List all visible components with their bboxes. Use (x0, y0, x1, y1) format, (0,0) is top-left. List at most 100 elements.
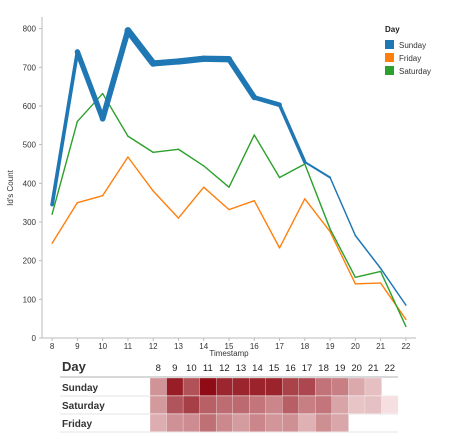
heatmap-cell (249, 413, 267, 432)
legend-label-sunday: Sunday (399, 41, 426, 50)
heatmap-cell (199, 413, 217, 432)
heatmap-hour-label: 22 (384, 363, 395, 374)
heatmap-cell (199, 395, 217, 414)
heatmap-cell (232, 413, 250, 432)
heatmap-cell (298, 395, 316, 414)
heatmap-row-label: Saturday (62, 401, 105, 412)
series-lines (50, 27, 407, 328)
heatmap-cell (364, 395, 382, 414)
heatmap-hour-label: 19 (335, 363, 346, 374)
series-segment-friday (127, 156, 154, 192)
heatmap-cell (215, 377, 234, 396)
x-tick-label: 19 (326, 342, 335, 351)
series-segment-friday (177, 186, 205, 219)
series-segment-saturday (278, 163, 306, 179)
heatmap-cell (249, 377, 267, 396)
heatmap-cell (381, 395, 399, 414)
heatmap-cell (232, 395, 250, 414)
series-segment-friday (203, 186, 230, 211)
series-segment-friday (329, 230, 357, 285)
series-segment-sunday (303, 161, 332, 179)
heatmap-cell (182, 395, 200, 414)
legend-swatch-sunday (385, 40, 394, 49)
x-tick-label: 22 (401, 342, 410, 351)
heatmap-cell (331, 413, 349, 432)
series-segment-friday (379, 282, 407, 321)
series-segment-saturday (203, 165, 230, 188)
heatmap-cell (265, 413, 283, 432)
series-segment-sunday (251, 95, 282, 108)
legend-title: Day (385, 25, 400, 34)
x-tick-label: 13 (174, 342, 183, 351)
heatmap-hour-label: 8 (156, 363, 161, 374)
x-tick-label: 14 (199, 342, 208, 351)
series-segment-saturday (379, 270, 407, 328)
y-tick-label: 200 (23, 257, 37, 266)
heatmap: Day 8 9 10 11 12 13 14 15 16 17 18 19 20 21 22 Sunday Sa… (60, 359, 399, 433)
heatmap-cell (182, 413, 200, 432)
heatmap-cell (149, 377, 167, 396)
heatmap-cell (149, 413, 167, 432)
series-segment-friday (304, 198, 331, 233)
series-segment-saturday (228, 134, 255, 188)
series-segment-sunday (175, 55, 207, 65)
axes: 0 100 200 300 400 500 600 700 800 8 9 10 11 12 13 14 15 1… (23, 17, 416, 351)
heatmap-cell (331, 377, 349, 396)
heatmap-cell (282, 395, 300, 414)
series-segment-friday (152, 190, 180, 219)
heatmap-cell (149, 395, 167, 414)
heatmap-row-label: Friday (62, 419, 92, 430)
heatmap-hour-label: 17 (302, 363, 313, 374)
legend: Day Sunday Friday Saturday (385, 25, 431, 76)
series-friday (51, 156, 407, 321)
legend-label-friday: Friday (399, 54, 421, 63)
heatmap-cell (199, 377, 217, 396)
heatmap-cell (166, 377, 184, 396)
heatmap-hour-label: 9 (172, 363, 177, 374)
heatmap-hour-label: 16 (285, 363, 296, 374)
heatmap-cell (249, 395, 267, 414)
heatmap-cell (232, 377, 250, 396)
legend-swatch-saturday (385, 66, 394, 75)
x-tick-label: 12 (149, 342, 158, 351)
series-segment-saturday (253, 134, 281, 179)
series-segment-friday (51, 201, 79, 244)
y-tick-label: 500 (23, 141, 37, 150)
heatmap-cell (298, 413, 316, 432)
series-segment-saturday (177, 148, 205, 167)
series-segment-friday (253, 200, 281, 249)
heatmap-hour-label: 15 (269, 363, 280, 374)
series-segment-sunday (99, 27, 131, 122)
y-tick-label: 100 (23, 295, 37, 304)
heatmap-hour-label: 18 (318, 363, 329, 374)
heatmap-hour-label: 12 (219, 363, 230, 374)
x-tick-label: 18 (300, 342, 309, 351)
x-tick-label: 11 (124, 342, 133, 351)
heatmap-hour-label: 20 (351, 363, 362, 374)
series-segment-friday (278, 198, 306, 249)
heatmap-cell (298, 377, 316, 396)
heatmap-cell (265, 377, 283, 396)
x-tick-label: 21 (376, 342, 385, 351)
y-tick-label: 700 (23, 63, 37, 72)
heatmap-hour-label: 10 (186, 363, 197, 374)
heatmap-cell (348, 395, 366, 414)
legend-swatch-friday (385, 53, 394, 62)
heatmap-row-header: Day (62, 359, 87, 374)
x-tick-label: 20 (351, 342, 360, 351)
series-segment-sunday (74, 49, 106, 122)
series-segment-sunday (379, 267, 407, 306)
heatmap-cell (265, 395, 283, 414)
series-segment-sunday (150, 58, 182, 67)
heatmap-hour-label: 14 (252, 363, 263, 374)
series-segment-sunday (354, 234, 382, 270)
heatmap-cell (315, 377, 333, 396)
y-tick-label: 600 (23, 102, 37, 111)
heatmap-cell (215, 413, 234, 432)
heatmap-cell (215, 395, 234, 414)
series-segment-sunday (329, 176, 357, 237)
series-segment-friday (101, 156, 129, 197)
x-tick-label: 16 (250, 342, 259, 351)
series-segment-sunday (277, 103, 307, 164)
x-tick-label: 10 (98, 342, 107, 351)
